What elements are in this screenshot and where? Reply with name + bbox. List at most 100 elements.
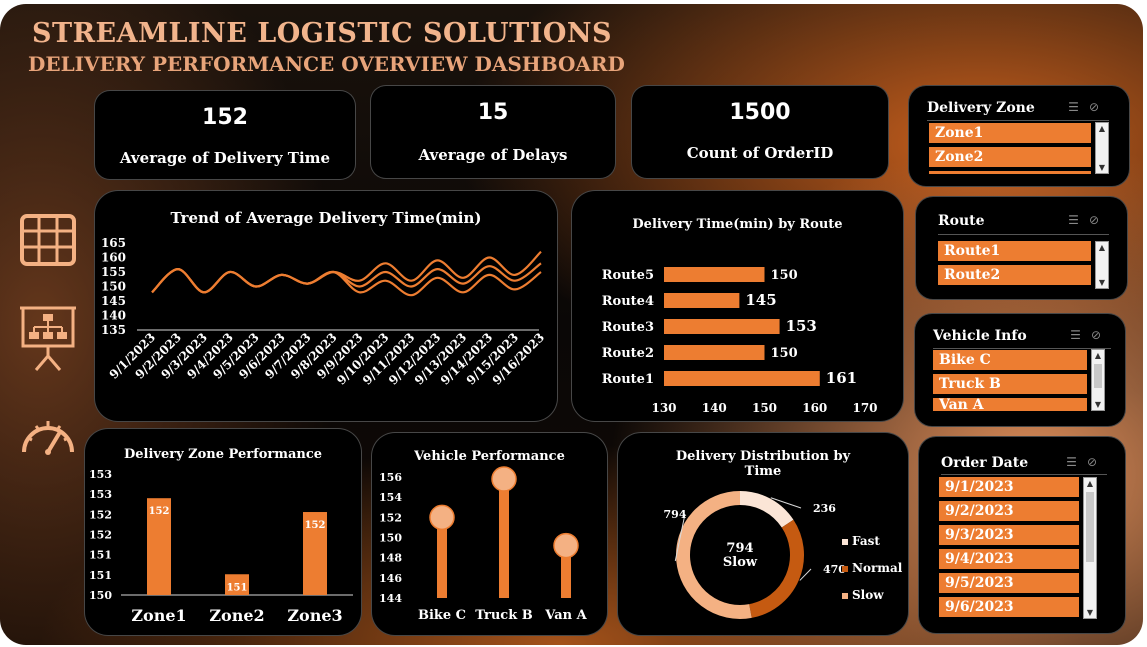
delivery-zone-slicer: Delivery Zone ☰⊘ Zone1 Zone2 ▲ ▼	[917, 92, 1119, 180]
data-label: 151	[227, 582, 248, 593]
slicer-scrollbar[interactable]: ▲ ▼	[1091, 349, 1105, 411]
data-label: 161	[826, 369, 857, 387]
y-tick-label: 140	[101, 309, 126, 323]
data-label: 794	[664, 508, 687, 521]
clear-filter-icon[interactable]: ⊘	[1090, 328, 1111, 342]
dashboard-title: STREAMLINE LOGISTIC SOLUTIONS	[32, 18, 613, 49]
slicer-scrollbar[interactable]: ▲ ▼	[1083, 477, 1097, 619]
kpi-value: 15	[477, 100, 509, 125]
kpi-card-avg-delivery-time: 152 Average of Delivery Time	[94, 90, 356, 180]
donut-slice	[676, 491, 752, 619]
slicer-item-bike-c[interactable]: Bike C	[933, 350, 1087, 370]
y-tick-label: 155	[101, 265, 126, 279]
multi-select-icon[interactable]: ☰	[1070, 328, 1091, 342]
order-date-slicer: Order Date ☰⊘ 9/1/2023 9/2/2023 9/3/2023…	[931, 447, 1117, 627]
category-label: Bike C	[418, 608, 466, 623]
slicer-item-route1[interactable]: Route1	[938, 241, 1091, 261]
y-tick-label: 165	[101, 236, 126, 250]
clear-filter-icon[interactable]: ⊘	[1088, 213, 1109, 227]
x-tick-label: 130	[651, 401, 676, 415]
slicer-title: Vehicle Info	[933, 328, 1027, 344]
y-tick-label: 144	[379, 592, 402, 605]
multi-select-icon[interactable]: ☰	[1068, 100, 1089, 114]
clear-filter-icon[interactable]: ⊘	[1086, 455, 1107, 469]
bar	[147, 498, 171, 595]
slicer-item-zone1[interactable]: Zone1	[929, 123, 1091, 143]
data-label: 236	[813, 502, 836, 515]
donut-slice	[739, 491, 794, 528]
y-tick-label: 150	[379, 532, 402, 545]
slicer-item-date[interactable]: 9/4/2023	[939, 549, 1079, 569]
x-tick-label: 140	[702, 401, 727, 415]
slicer-item-truck-b[interactable]: Truck B	[933, 374, 1087, 394]
trend-chart: 1351401451501551601659/1/20239/2/20239/3…	[101, 236, 547, 388]
y-tick-label: 151	[89, 549, 112, 562]
slicer-scrollbar[interactable]: ▲ ▼	[1095, 241, 1109, 289]
slicer-title: Route	[938, 213, 985, 229]
legend-swatch	[842, 566, 848, 572]
chart-title: Trend of Average Delivery Time(min)	[170, 209, 482, 227]
chart-title: Delivery Time(min) by Route	[632, 217, 843, 232]
route-slicer-card: Route ☰⊘ Route1 Route2 ▲ ▼	[915, 196, 1128, 300]
table-icon[interactable]	[20, 214, 76, 266]
y-tick-label: 160	[101, 251, 126, 265]
legend-label: Fast	[852, 534, 880, 548]
slicer-item-date[interactable]: 9/2/2023	[939, 501, 1079, 521]
y-tick-label: 156	[379, 471, 402, 484]
slicer-item-date[interactable]: 9/3/2023	[939, 525, 1079, 545]
slicer-item-partial[interactable]	[929, 171, 1091, 174]
category-label: Zone1	[131, 606, 186, 625]
slicer-item-zone2[interactable]: Zone2	[929, 147, 1091, 167]
category-label: Zone3	[287, 606, 342, 625]
bar	[664, 345, 765, 360]
slicer-item-van-a[interactable]: Van A	[933, 398, 1087, 411]
multi-select-icon[interactable]: ☰	[1068, 213, 1089, 227]
lollipop-stem	[499, 479, 509, 598]
dashboard-subtitle: DELIVERY PERFORMANCE OVERVIEW DASHBOARD	[28, 52, 625, 76]
category-label: Zone2	[209, 606, 264, 625]
y-tick-label: 135	[101, 323, 126, 337]
slicer-item-date[interactable]: 9/1/2023	[939, 477, 1079, 497]
slicer-scrollbar[interactable]: ▲ ▼	[1095, 122, 1109, 174]
slicer-title: Order Date	[941, 455, 1029, 471]
slicer-item-date[interactable]: 9/5/2023	[939, 573, 1079, 593]
bar	[664, 319, 780, 334]
trend-series-line	[151, 250, 542, 294]
leader-line	[799, 568, 812, 581]
zone-chart-card: Delivery Zone Performance 150 151 151 152 15…	[84, 428, 362, 636]
speedometer-icon[interactable]	[20, 414, 76, 456]
data-label: 470	[823, 563, 846, 576]
order-date-slicer-card: Order Date ☰⊘ 9/1/2023 9/2/2023 9/3/2023…	[918, 436, 1126, 634]
kpi-label: Count of OrderID	[686, 144, 834, 162]
lollipop-head	[491, 466, 517, 492]
y-tick-label: 152	[379, 511, 402, 524]
multi-select-icon[interactable]: ☰	[1066, 455, 1087, 469]
data-label: 150	[771, 268, 798, 283]
center-value: 794	[726, 541, 753, 556]
donut-slice	[748, 519, 804, 618]
category-label: Route4	[602, 294, 654, 309]
bar	[225, 574, 249, 595]
data-label: 150	[771, 346, 798, 361]
vehicle-info-slicer-card: Vehicle Info ☰⊘ Bike C Truck B Van A ▲ ▼	[914, 313, 1126, 427]
slicer-item-route2[interactable]: Route2	[938, 265, 1091, 285]
route-chart-card: Delivery Time(min) by Route Route1 161 Rou…	[571, 190, 904, 422]
y-tick-label: 151	[89, 569, 112, 582]
kpi-card-count-orderid: 1500 Count of OrderID	[631, 85, 889, 179]
x-tick-label: 170	[852, 401, 877, 415]
route-slicer: Route ☰⊘ Route1 Route2 ▲ ▼	[928, 205, 1119, 291]
trend-series-line	[151, 267, 542, 297]
data-label: 153	[786, 317, 817, 335]
category-label: Route3	[602, 320, 654, 335]
bar	[664, 267, 765, 282]
org-chart-presentation-icon[interactable]	[20, 304, 76, 372]
clear-filter-icon[interactable]: ⊘	[1088, 100, 1109, 114]
y-tick-label: 146	[379, 572, 402, 585]
distribution-chart-card: Delivery Distribution by Time 236 470 794 7…	[617, 432, 909, 636]
category-label: Truck B	[475, 608, 532, 623]
lollipop-stem	[437, 517, 447, 598]
lollipop-stem	[561, 545, 571, 598]
slicer-item-date[interactable]: 9/6/2023	[939, 597, 1079, 617]
kpi-label: Average of Delivery Time	[119, 149, 331, 167]
